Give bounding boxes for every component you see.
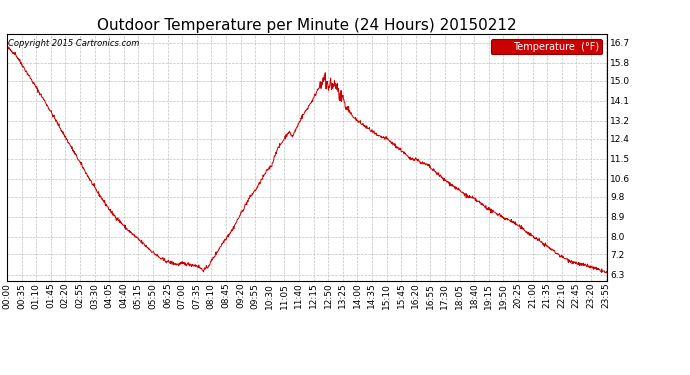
Title: Outdoor Temperature per Minute (24 Hours) 20150212: Outdoor Temperature per Minute (24 Hours… xyxy=(97,18,517,33)
Legend: Temperature  (°F): Temperature (°F) xyxy=(491,39,602,54)
Text: Copyright 2015 Cartronics.com: Copyright 2015 Cartronics.com xyxy=(8,39,139,48)
